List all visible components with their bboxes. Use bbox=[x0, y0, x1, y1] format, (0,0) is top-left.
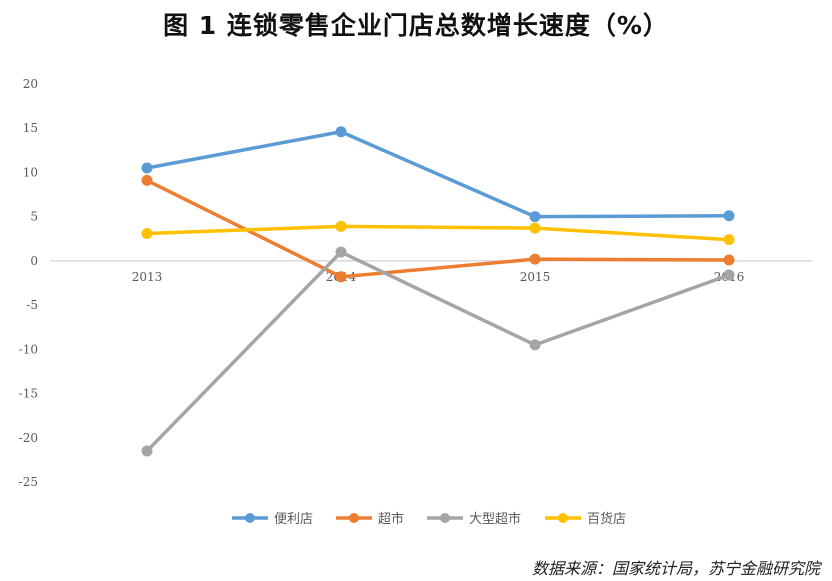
data-point bbox=[723, 254, 735, 266]
series-points bbox=[141, 126, 735, 457]
data-point bbox=[141, 162, 153, 174]
y-tick-label: 20 bbox=[23, 77, 38, 91]
data-point bbox=[335, 126, 347, 138]
data-point bbox=[335, 246, 347, 258]
y-tick-label: 10 bbox=[23, 165, 38, 179]
data-point bbox=[723, 234, 735, 246]
legend-swatch-marker bbox=[440, 513, 450, 523]
legend-item: 便利店 bbox=[232, 512, 313, 527]
y-tick-label: -20 bbox=[19, 431, 38, 445]
y-tick-label: -25 bbox=[19, 475, 38, 489]
x-axis-ticks: 2013201420152016 bbox=[132, 270, 745, 284]
series-lines bbox=[145, 130, 731, 453]
y-tick-label: 0 bbox=[30, 254, 38, 268]
y-tick-label: 15 bbox=[23, 121, 38, 135]
legend-swatch-marker bbox=[245, 513, 255, 523]
data-point bbox=[141, 445, 153, 457]
data-point bbox=[723, 269, 735, 281]
x-tick-label: 2015 bbox=[520, 270, 551, 284]
y-tick-label: -10 bbox=[19, 342, 38, 356]
source-note: 数据来源：国家统计局，苏宁金融研究院 bbox=[531, 559, 820, 578]
legend-label: 便利店 bbox=[274, 512, 313, 527]
data-point bbox=[335, 220, 347, 232]
data-point bbox=[335, 271, 347, 283]
y-tick-label: -15 bbox=[19, 387, 38, 401]
legend-item: 百货店 bbox=[545, 511, 626, 527]
legend-label: 大型超市 bbox=[469, 511, 521, 527]
x-tick-label: 2013 bbox=[132, 270, 163, 284]
data-point bbox=[529, 222, 541, 234]
legend-swatch-marker bbox=[349, 513, 359, 523]
legend-item: 大型超市 bbox=[427, 511, 521, 527]
series-line-1 bbox=[145, 130, 731, 219]
chart-title: 图 1 连锁零售企业门店总数增长速度（%） bbox=[163, 11, 669, 40]
legend-item: 超市 bbox=[336, 511, 404, 527]
data-point bbox=[529, 211, 541, 223]
data-point bbox=[141, 227, 153, 239]
y-tick-label: -5 bbox=[26, 298, 38, 312]
series-line-3 bbox=[145, 250, 731, 453]
legend: 便利店 超市 大型超市 百货店 bbox=[232, 511, 626, 527]
legend-swatch-marker bbox=[558, 513, 568, 523]
y-tick-label: 5 bbox=[30, 210, 38, 224]
data-point bbox=[529, 253, 541, 265]
series-line-4 bbox=[145, 224, 731, 242]
y-axis-ticks: 20 15 10 5 0 -5 -10 -15 -20 -25 bbox=[19, 77, 38, 489]
legend-label: 超市 bbox=[378, 511, 404, 527]
data-point bbox=[723, 210, 735, 222]
data-point bbox=[141, 174, 153, 186]
data-point bbox=[529, 339, 541, 351]
legend-label: 百货店 bbox=[587, 511, 626, 527]
